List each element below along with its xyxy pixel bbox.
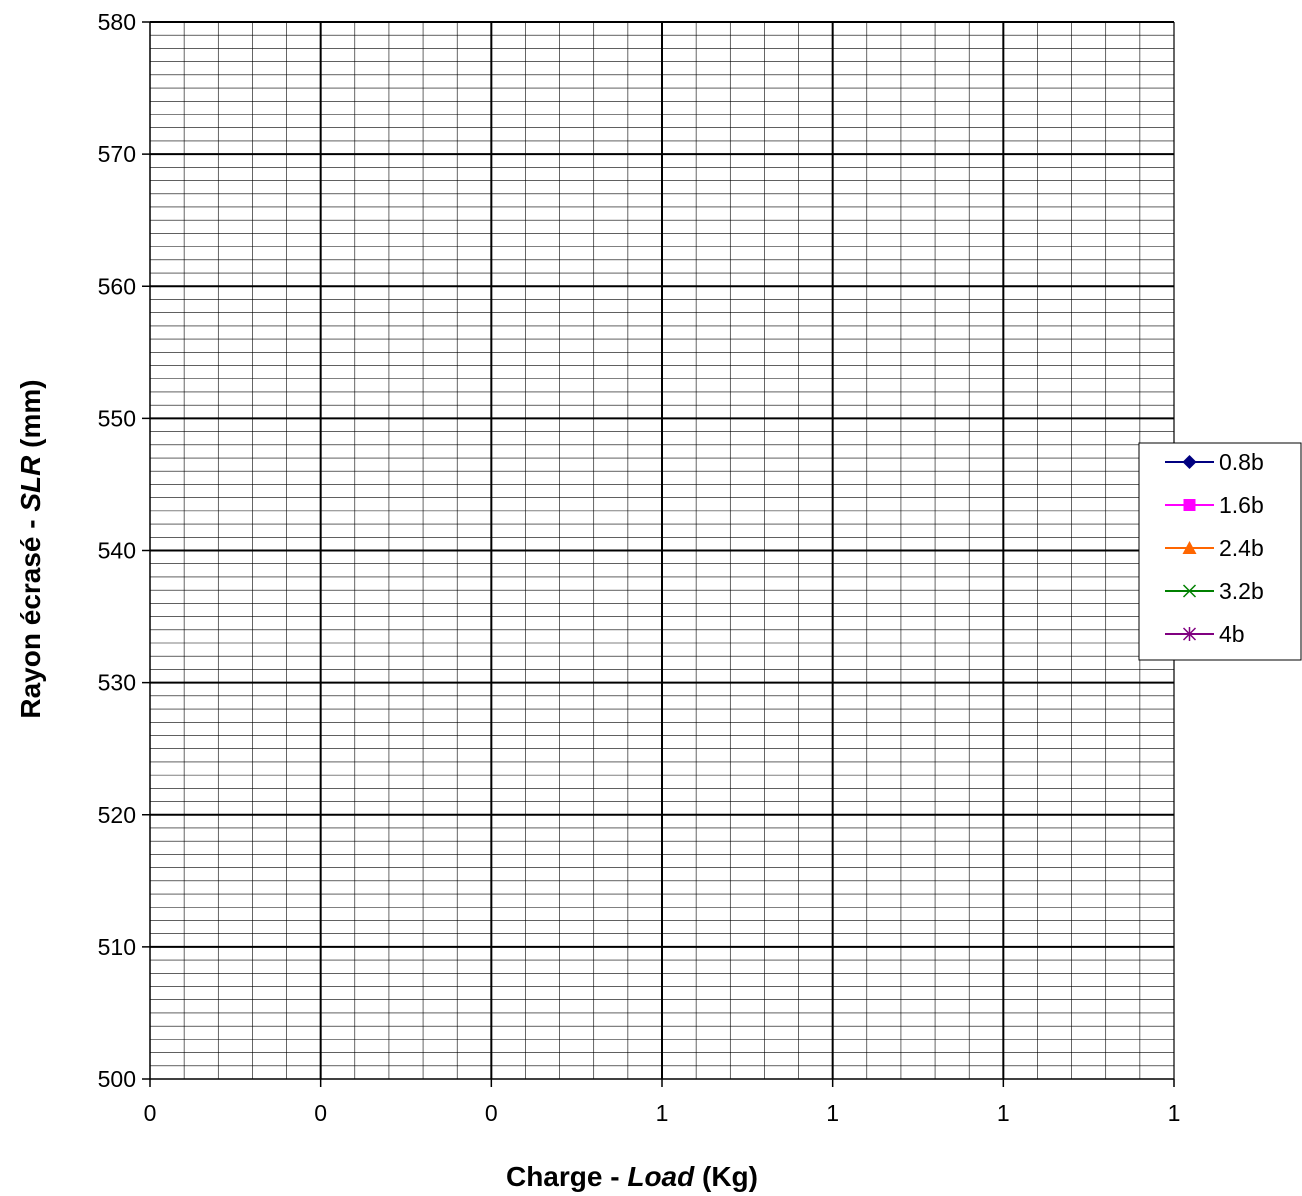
legend-label: 1.6b [1219, 492, 1264, 518]
legend-box [1138, 442, 1302, 661]
x-tick-label: 1 [1168, 1100, 1181, 1126]
legend-marker [1182, 584, 1197, 598]
legend-entry: 3.2b [1165, 578, 1264, 604]
x-tick-labels: 0 0 0 1 1 1 1 [144, 1100, 1181, 1126]
y-tick-label: 580 [98, 9, 136, 35]
y-tick-label: 530 [98, 670, 136, 696]
major-gridlines [150, 21, 1174, 1079]
legend-entry: 4b [1165, 621, 1245, 647]
legend-entry: 0.8b [1165, 449, 1264, 475]
y-tick-labels: 500 510 520 530 540 550 560 570 580 [98, 9, 136, 1092]
legend-marker [1183, 499, 1196, 511]
y-tick-label: 550 [98, 405, 136, 431]
legend-marker [1182, 627, 1197, 641]
x-tick-label: 0 [314, 1100, 327, 1126]
legend-marker [1182, 541, 1197, 554]
x-tick-label: 1 [997, 1100, 1010, 1126]
legend-entry: 2.4b [1165, 535, 1264, 561]
legend-label: 4b [1219, 621, 1245, 647]
y-tick-label: 560 [98, 273, 136, 299]
y-tick-label: 500 [98, 1066, 136, 1092]
x-axis-title: Charge - Load (Kg) [506, 1161, 758, 1192]
x-tick-label: 1 [826, 1100, 839, 1126]
y-tick-label: 570 [98, 141, 136, 167]
x-tick-label: 0 [485, 1100, 498, 1126]
legend: 0.8b 1.6b 2.4b 3.2b 4b [1138, 442, 1302, 661]
y-axis-title: Rayon écrasé - SLR (mm) [15, 379, 46, 718]
y-tick-label: 520 [98, 802, 136, 828]
legend-marker [1182, 455, 1197, 469]
legend-label: 3.2b [1219, 578, 1264, 604]
x-tick-label: 1 [656, 1100, 669, 1126]
legend-entry: 1.6b [1165, 492, 1264, 518]
x-tick-label: 0 [144, 1100, 157, 1126]
y-tick-label: 510 [98, 934, 136, 960]
legend-label: 2.4b [1219, 535, 1264, 561]
legend-label: 0.8b [1219, 449, 1264, 475]
axes [142, 21, 1175, 1087]
y-tick-label: 540 [98, 538, 136, 564]
